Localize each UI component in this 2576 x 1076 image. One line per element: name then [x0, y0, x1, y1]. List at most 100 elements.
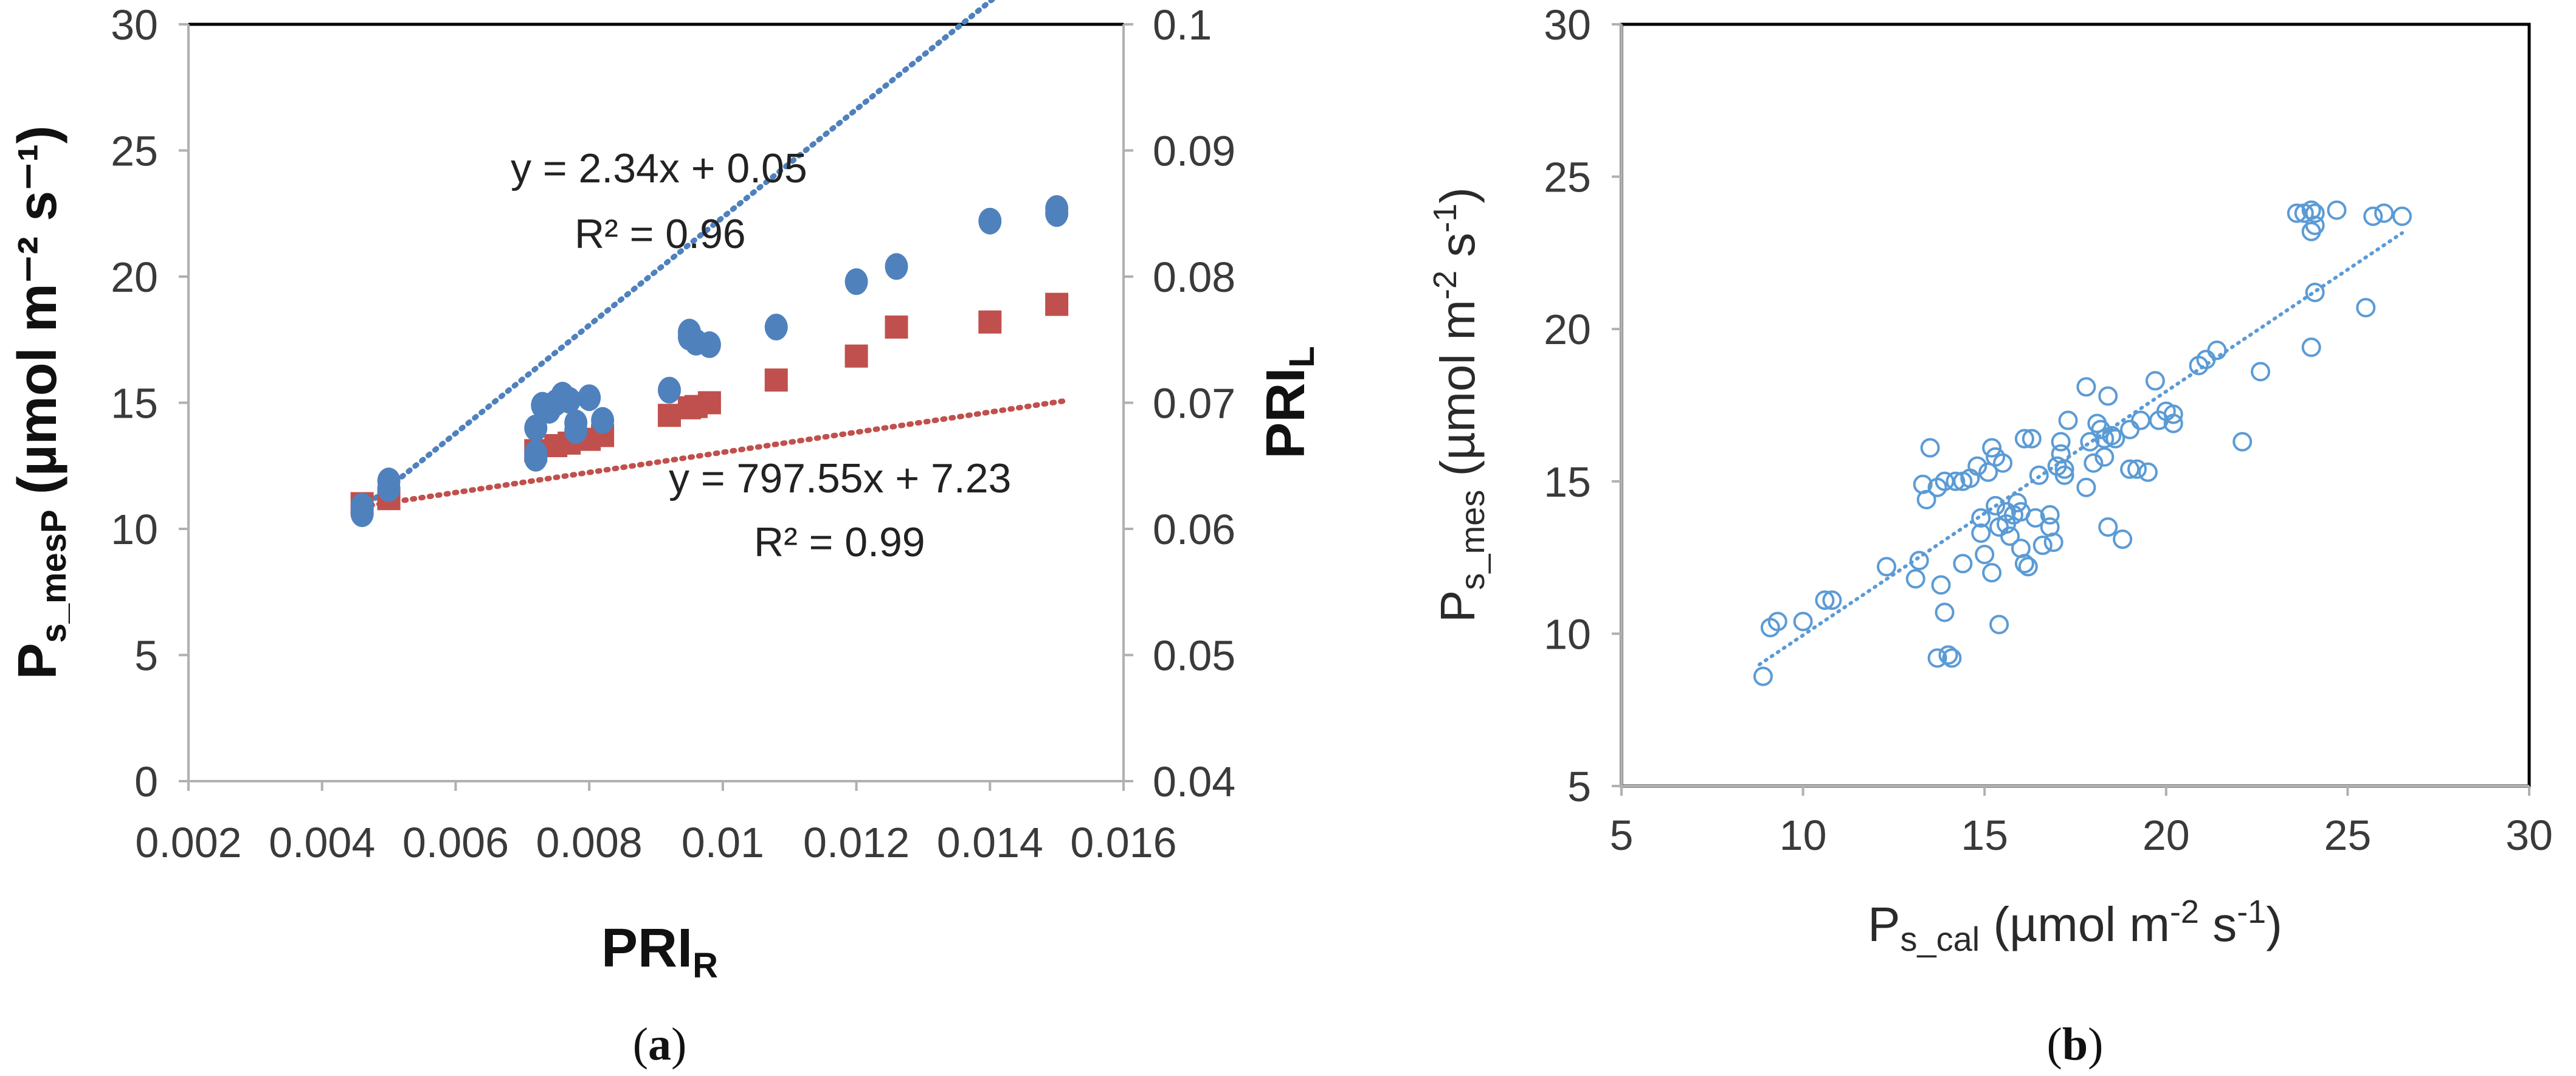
panel-b-open-circle-marker: [1920, 438, 1940, 458]
panel-b-open-circle-marker: [1953, 554, 1973, 574]
panel-b-trendline: [1757, 231, 2404, 667]
panel-a-x-tick-label: 0.014: [937, 819, 1043, 866]
panel-b: 5 10 15 20 25 30 5 10 15 20 25 30 Ps_mes (µmol m-2…: [1427, 1, 2553, 1070]
panel-b-y-tick-label: 10: [1544, 610, 1591, 658]
panel-a-circle-marker: [764, 314, 788, 340]
panel-b-open-circle-marker: [2054, 459, 2074, 479]
panel-a-equation-blue: y = 2.34x + 0.05: [511, 145, 807, 191]
panel-b-open-circle-marker: [2058, 410, 2078, 430]
panel-b-open-circle-marker: [2356, 298, 2376, 318]
panel-b-open-circle-marker: [1753, 666, 1773, 686]
panel-b-open-circle-marker: [2018, 557, 2038, 577]
panel-b-open-circle-marker: [2163, 413, 2183, 433]
panel-a-x-label: PRIR: [601, 918, 718, 985]
panel-b-open-circle-marker: [2032, 536, 2053, 556]
panel-b-open-circle-marker: [2080, 432, 2100, 452]
panel-a-left-y-tick-label: 30: [111, 1, 158, 49]
panel-b-open-circle-marker: [2138, 462, 2158, 482]
panel-b-open-circle-marker: [2040, 505, 2060, 525]
panel-a-x-tick-label: 0.01: [682, 819, 764, 866]
panel-b-trendline: [1757, 231, 2404, 667]
panel-b-y-ticks: 5 10 15 20 25 30: [1544, 1, 1621, 810]
panel-b-open-circle-marker: [1989, 615, 2009, 635]
panel-a-circle-marker: [377, 467, 401, 495]
panel-b-open-circle-marker: [2105, 429, 2125, 449]
panel-a-circle-marker: [524, 440, 548, 467]
panel-b-open-circle-marker: [2094, 447, 2115, 467]
panel-a-circle-marker: [578, 384, 601, 412]
panel-a-x-tick-label: 0.004: [269, 819, 375, 866]
panel-a-right-y-tick-label: 0.08: [1153, 253, 1235, 301]
panel-b-open-circle-marker: [2232, 432, 2253, 452]
panel-b-markers: [1753, 200, 2412, 686]
panel-a-right-y-tick-label: 0.04: [1153, 758, 1235, 805]
panel-b-open-circle-marker: [1876, 557, 1896, 577]
panel-a-trendline-blue: [359, 0, 996, 512]
panel-a-markers: [350, 195, 1069, 528]
panel-a-x-tick-label: 0.008: [536, 819, 643, 866]
panel-b-open-circle-marker: [2014, 429, 2034, 449]
panel-b-open-circle-marker: [1938, 645, 1958, 665]
panel-b-open-circle-marker: [2120, 419, 2140, 440]
panel-b-open-circle-marker: [2305, 215, 2325, 235]
panel-a-square-marker: [885, 316, 908, 339]
panel-b-open-circle-marker: [2163, 404, 2183, 424]
panel-b-open-circle-marker: [1975, 545, 1995, 565]
panel-a-circle-marker: [697, 331, 721, 359]
panel-b-open-circle-marker: [2251, 362, 2271, 382]
panel-b-open-circle-marker: [1927, 648, 1947, 668]
panel-b-open-circle-marker: [2014, 554, 2034, 574]
panel-b-open-circle-marker: [2043, 533, 2063, 553]
panel-b-x-tick-label: 15: [1961, 812, 2008, 859]
panel-a: 0 5 10 15 20 25 30 0.04 0.05 0.06 0.07 0.08 0.09 0.1…: [7, 0, 1322, 1070]
panel-a-left-y-tick-label: 10: [111, 506, 158, 553]
panel-b-open-circle-marker: [1946, 471, 1966, 491]
panel-b-y-tick-label: 30: [1544, 1, 1591, 49]
panel-b-x-tick-label: 5: [1610, 812, 1634, 859]
panel-b-open-circle-marker: [2374, 203, 2394, 223]
panel-b-open-circle-marker: [2076, 477, 2096, 497]
panel-b-x-tick-label: 25: [2324, 812, 2371, 859]
panel-a-r2-red: R² = 0.99: [754, 519, 925, 565]
panel-b-x-tick-label: 30: [2505, 812, 2553, 859]
panel-a-circle-marker: [1045, 195, 1069, 222]
panel-b-open-circle-marker: [2091, 419, 2111, 440]
panel-a-circle-marker: [350, 492, 374, 520]
panel-b-open-circle-marker: [2305, 203, 2325, 223]
panel-a-square-marker: [1045, 292, 1069, 316]
panel-a-square-marker: [697, 391, 721, 415]
panel-b-y-label: Ps_mes (µmol m-2 s-1): [1427, 187, 1491, 622]
panel-b-open-circle-marker: [2084, 453, 2104, 473]
panel-b-open-circle-marker: [1971, 523, 1991, 543]
panel-b-open-circle-marker: [2145, 371, 2165, 391]
panel-a-circle-marker: [564, 409, 588, 436]
panel-a-x-tick-label: 0.012: [803, 819, 910, 866]
panel-b-open-circle-marker: [2392, 206, 2412, 226]
panel-b-open-circle-marker: [2130, 410, 2150, 430]
panel-a-circle-marker: [591, 407, 615, 434]
panel-a-square-marker: [657, 404, 681, 427]
panel-a-left-y-tick-label: 0: [134, 758, 158, 805]
panel-b-open-circle-marker: [1909, 551, 1929, 571]
panel-a-x-ticks: 0.002 0.004 0.006 0.008 0.01 0.012 0.014 0.016: [135, 781, 1177, 866]
panel-b-open-circle-marker: [1931, 575, 1951, 595]
panel-b-open-circle-marker: [1982, 438, 2002, 458]
panel-a-square-marker: [844, 344, 868, 368]
panel-b-x-label: Ps_cal (µmol m-2 s-1): [1868, 894, 2282, 958]
panel-b-caption: (b): [2047, 1019, 2104, 1070]
panel-b-open-circle-marker: [2327, 200, 2347, 220]
panel-b-open-circle-marker: [1986, 495, 2006, 516]
panel-a-trendlines: [359, 0, 1066, 512]
panel-b-y-tick-label: 15: [1544, 458, 1591, 506]
panel-a-left-y-tick-label: 15: [111, 380, 158, 427]
panel-a-left-y-tick-label: 25: [111, 128, 158, 175]
panel-a-square-marker: [978, 310, 1002, 334]
panel-a-left-y-tick-label: 20: [111, 253, 158, 301]
panel-b-open-circle-marker: [2127, 459, 2147, 479]
panel-b-open-circle-marker: [2054, 465, 2074, 485]
panel-a-x-tick-label: 0.016: [1070, 819, 1176, 866]
panel-b-open-circle-marker: [1978, 462, 1998, 482]
panel-a-circle-marker: [524, 415, 548, 441]
panel-b-x-ticks: 5 10 15 20 25 30: [1610, 786, 2553, 859]
